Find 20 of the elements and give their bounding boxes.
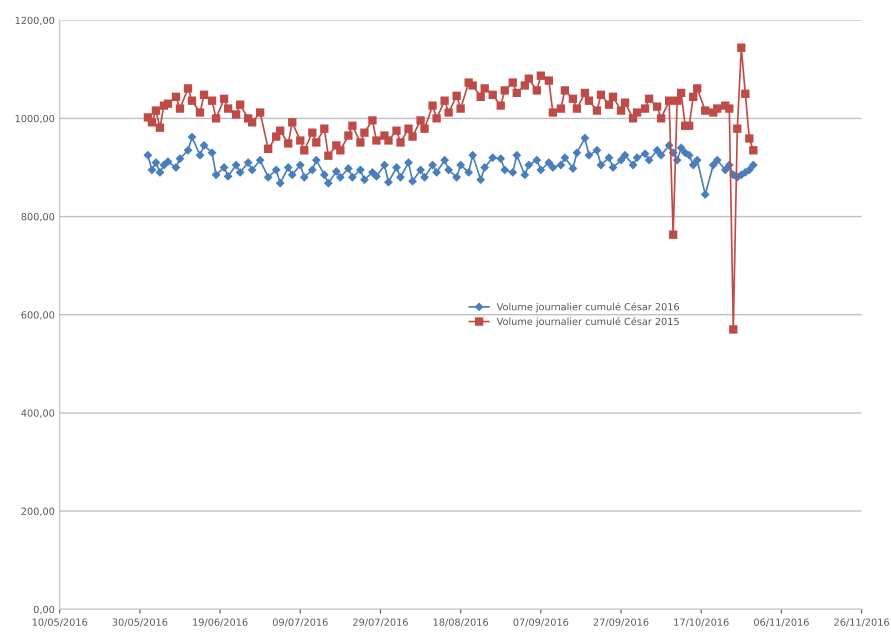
x-tick-label: 17/10/2016 (674, 618, 729, 627)
x-tick-label: 10/05/2016 (32, 618, 88, 627)
y-tick-label: 400,00 (21, 409, 54, 418)
x-tick-label: 09/07/2016 (272, 618, 328, 627)
y-tick-label: 1200,00 (16, 16, 54, 26)
x-tick-label: 29/07/2016 (353, 618, 408, 627)
y-tick-label: 1000,00 (16, 114, 54, 124)
x-tick-label: 27/09/2016 (594, 618, 648, 627)
y-tick-label: 200,00 (22, 508, 54, 516)
x-tick-label: 19/06/2016 (193, 618, 248, 627)
x-tick-label: 18/08/2016 (434, 618, 488, 627)
legend-label: Volume journalier cumulé César 2015 (496, 317, 679, 327)
y-tick-label: 600,00 (21, 311, 54, 320)
y-tick-label: 800,00 (21, 213, 54, 222)
x-tick-label: 07/09/2016 (513, 618, 568, 627)
x-tick-label: 26/11/2016 (834, 618, 889, 627)
x-tick-label: 30/05/2016 (112, 618, 168, 627)
legend-label: Volume journalier cumulé César 2016 (496, 302, 680, 312)
x-tick-label: 06/11/2016 (754, 618, 809, 627)
y-tick-label: 0,00 (34, 606, 54, 614)
